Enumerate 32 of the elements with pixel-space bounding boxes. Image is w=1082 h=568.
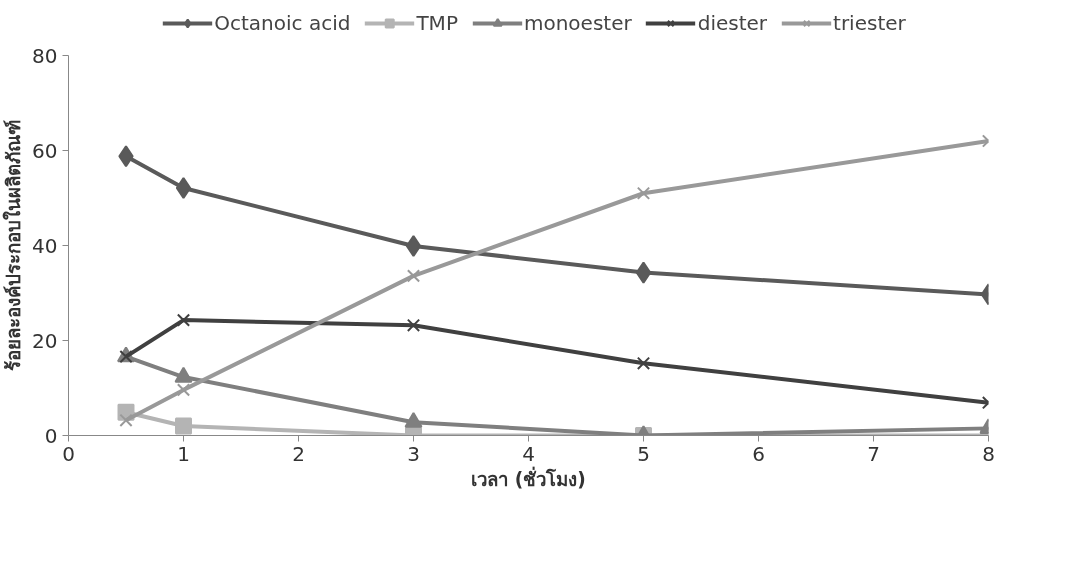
y-tick-label: 60 <box>32 138 58 163</box>
point <box>175 177 192 200</box>
legend-label: diester <box>697 10 768 35</box>
point <box>175 417 192 435</box>
x-tick-label: 6 <box>752 441 765 466</box>
x-tick-label: 5 <box>637 441 650 466</box>
x-axis-title: เวลา (ชั่วโมง) <box>471 465 586 490</box>
legend-label: triester <box>833 10 906 35</box>
x-tick-label: 0 <box>62 441 75 466</box>
legend-label: TMP <box>416 10 458 35</box>
y-tick-label: 0 <box>44 423 58 448</box>
y-tick-label: 80 <box>32 43 58 68</box>
y-tick-label: 40 <box>32 233 58 258</box>
point <box>119 413 133 427</box>
x-tick-label: 4 <box>522 441 535 466</box>
point <box>405 234 422 257</box>
point <box>176 313 191 327</box>
legend-label: Octanoic acid <box>214 10 351 35</box>
point <box>636 356 651 370</box>
x-tick-label: 3 <box>407 441 420 466</box>
x-tick-label: 1 <box>177 441 190 466</box>
y-axis-title: ร้อยละองค์ประกอบในผลิตภัณฑ์ <box>2 120 25 371</box>
x-tick-label: 8 <box>982 441 995 466</box>
point <box>176 383 191 397</box>
x-tick-label: 7 <box>867 441 880 466</box>
point <box>406 318 421 332</box>
point <box>635 261 652 284</box>
point <box>636 186 651 200</box>
legend-label: monoester <box>523 10 632 35</box>
x-tick-label: 2 <box>292 441 305 466</box>
point <box>406 269 421 283</box>
y-tick-label: 20 <box>32 328 58 353</box>
